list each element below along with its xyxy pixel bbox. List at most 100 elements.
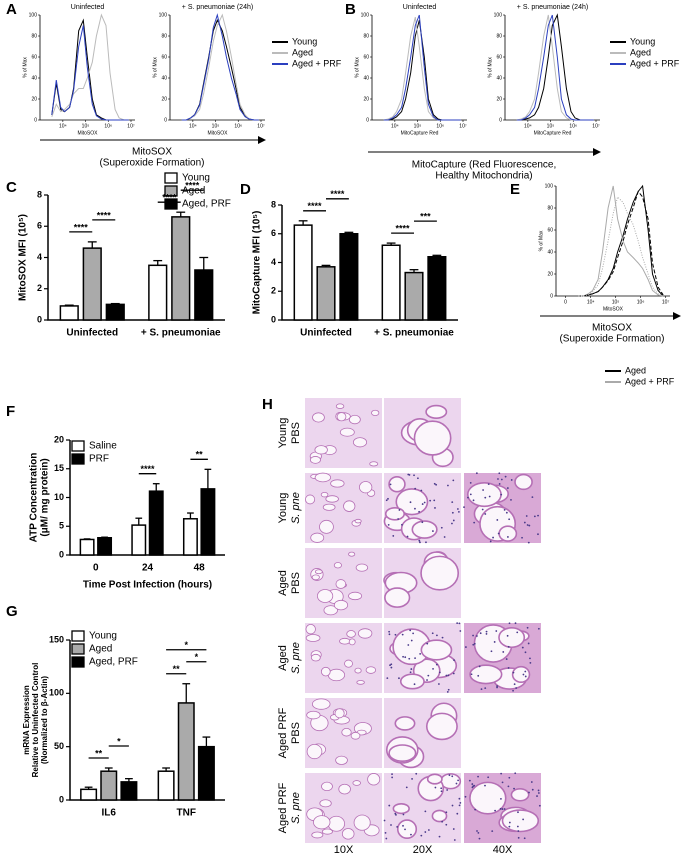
legend-swatch [164, 185, 178, 197]
panel-label: B [345, 1, 356, 18]
histology-image [384, 698, 461, 769]
cell-nucleus [531, 496, 534, 499]
histology-image [305, 698, 382, 768]
airway [498, 525, 518, 542]
subplot-title: + S. pneumoniae (24h) [517, 4, 588, 11]
legend-swatch [71, 440, 85, 452]
cell-nucleus [529, 661, 532, 664]
cell-nucleus [453, 659, 455, 662]
cell-nucleus [435, 483, 438, 486]
y-axis-label: % of Max [538, 230, 544, 251]
airway [343, 500, 356, 512]
row-label: Aged PRF [277, 782, 289, 833]
legend-swatch [71, 453, 85, 465]
panel-label: G [6, 603, 18, 620]
histogram-curve [383, 14, 461, 121]
airway [348, 591, 363, 601]
cell-nucleus [508, 821, 511, 824]
y-tick-label: 4 [271, 257, 276, 267]
column-label: 10X [334, 844, 354, 856]
airway [314, 472, 332, 483]
airway [341, 728, 352, 737]
airway [319, 799, 332, 808]
cell-nucleus [510, 498, 512, 501]
y-tick-label: 0 [499, 117, 502, 123]
cell-nucleus [500, 797, 502, 800]
cell-nucleus [404, 656, 407, 659]
airway [355, 563, 369, 572]
cell-nucleus [479, 632, 482, 635]
x-tick-label: Uninfected [66, 328, 118, 339]
cell-nucleus [516, 631, 519, 634]
airway [310, 653, 321, 662]
x-tick-label: 10⁵ [82, 123, 90, 129]
x-tick-label: IL6 [102, 808, 117, 819]
airway [305, 494, 316, 505]
histology-image [383, 473, 461, 544]
cell-nucleus [413, 474, 415, 477]
airway [399, 673, 425, 690]
panel-label: E [510, 181, 520, 198]
significance-label: **** [97, 210, 112, 220]
histology-image [384, 398, 461, 468]
cell-nucleus [458, 622, 461, 625]
row-label: PBS [290, 422, 302, 444]
cell-nucleus [527, 541, 530, 544]
axis [504, 15, 600, 121]
cell-nucleus [498, 483, 501, 485]
cell-nucleus [531, 788, 534, 791]
cell-nucleus [471, 786, 474, 789]
legend-label: Aged [182, 186, 205, 197]
airway [334, 708, 345, 719]
cell-nucleus [514, 772, 517, 775]
y-tick-label: 50 [54, 741, 64, 751]
cell-nucleus [507, 667, 510, 669]
cell-nucleus [484, 513, 487, 515]
axis-caption: Healthy Mitochondria) [435, 171, 532, 182]
cell-nucleus [538, 804, 541, 807]
cell-nucleus [415, 772, 418, 775]
y-tick-label: 0 [34, 117, 37, 123]
airway [309, 456, 321, 464]
cell-nucleus [410, 833, 412, 836]
cell-nucleus [537, 514, 539, 517]
x-tick-label: 10⁵ [414, 123, 422, 129]
x-tick-label: TNF [177, 808, 196, 819]
x-tick-label: 10⁶ [104, 123, 112, 129]
cell-nucleus [485, 633, 488, 635]
histogram-curve [383, 16, 461, 121]
y-tick-label: 100 [29, 12, 38, 18]
cell-nucleus [506, 536, 509, 538]
axis-caption: MitoCapture (Red Fluorescence, [412, 160, 557, 171]
column-label: 20X [413, 844, 433, 856]
cell-nucleus [469, 482, 472, 484]
airway [357, 628, 373, 639]
cell-nucleus [476, 830, 478, 832]
y-tick-label: 20 [547, 271, 553, 277]
significance-label: **** [308, 201, 323, 211]
y-tick-label: 40 [161, 75, 167, 81]
cell-nucleus [438, 683, 440, 685]
y-tick-label: 2 [271, 286, 276, 296]
bar [197, 745, 215, 801]
cell-nucleus [420, 834, 423, 837]
cell-nucleus [508, 776, 511, 779]
cell-nucleus [424, 831, 427, 833]
bar [194, 269, 214, 321]
x-tick-label: 0 [93, 563, 99, 574]
y-tick-label: 60 [161, 54, 167, 60]
cell-nucleus [523, 521, 526, 524]
cell-nucleus [388, 633, 391, 636]
axis [555, 186, 670, 297]
histogram-curve [181, 13, 259, 121]
significance-label: * [117, 736, 121, 746]
y-tick-label: 6 [271, 228, 276, 238]
cell-nucleus [458, 510, 460, 513]
cell-nucleus [497, 532, 500, 535]
airway [305, 634, 321, 642]
cell-nucleus [458, 804, 461, 807]
histogram-curve [181, 13, 259, 121]
airway [335, 403, 345, 409]
y-axis-label: MitoCapture MFI (10⁵) [252, 211, 263, 315]
cell-nucleus [434, 786, 437, 789]
